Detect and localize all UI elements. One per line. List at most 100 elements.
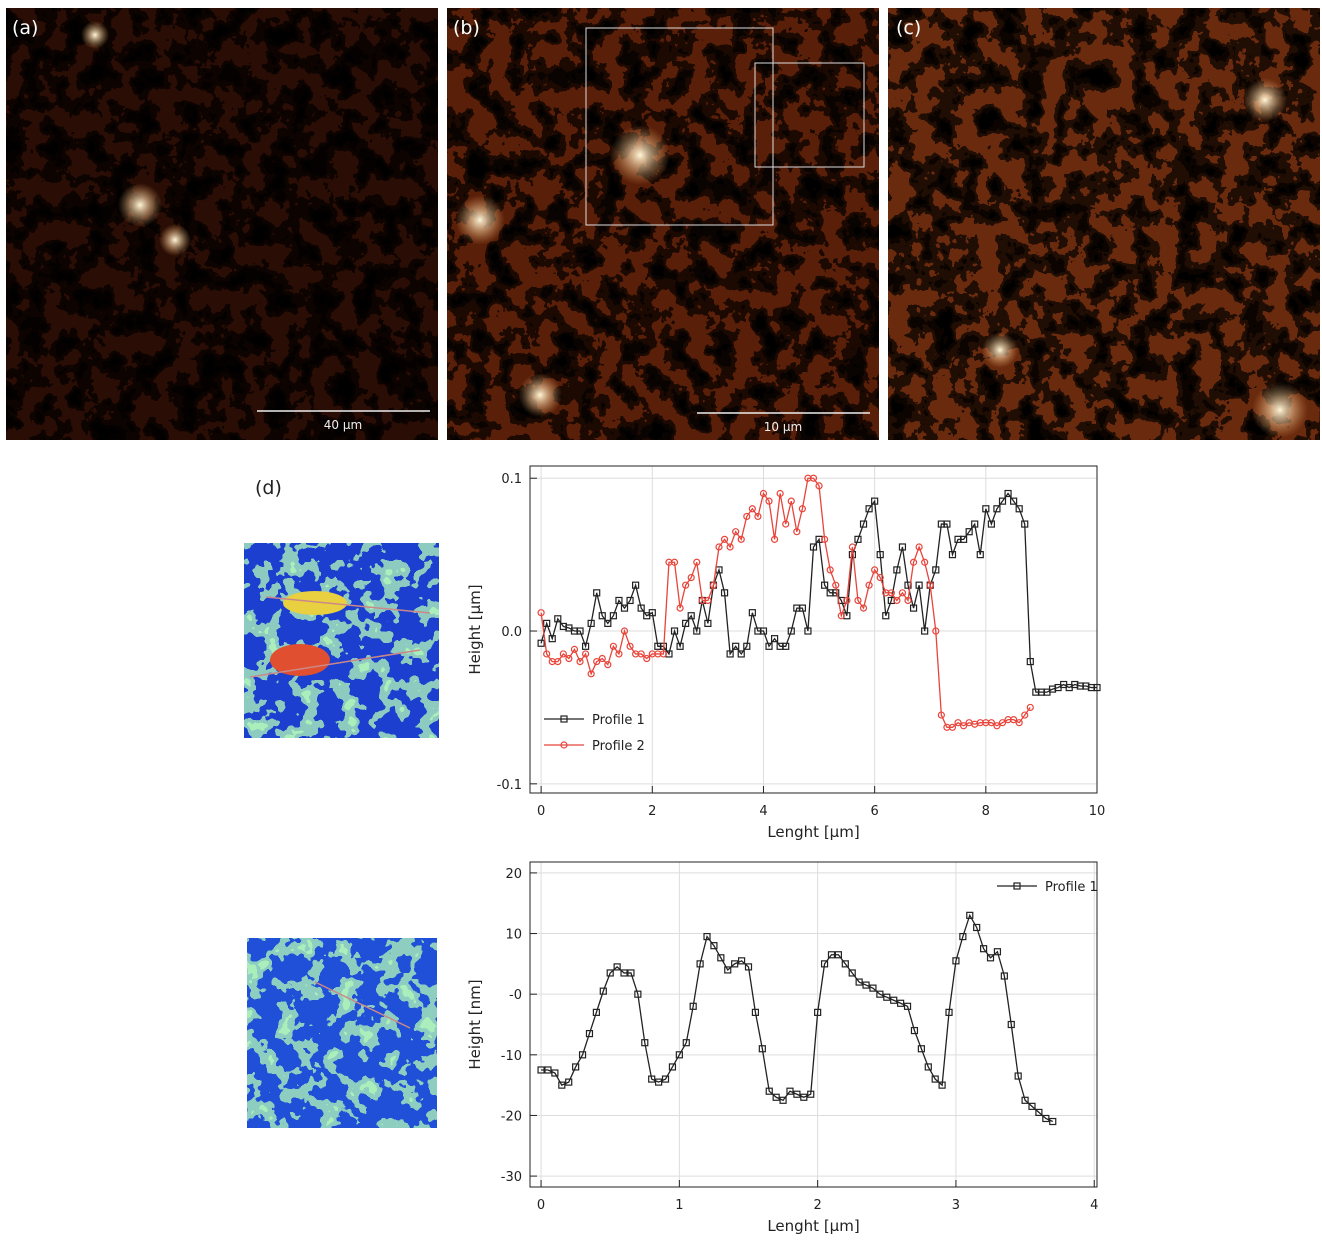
marker: [598, 654, 606, 663]
marker: [675, 1051, 683, 1059]
panel-label: (d): [255, 477, 282, 499]
marker: [565, 654, 573, 663]
marker: [986, 954, 995, 962]
afm-panel-c: (c): [888, 8, 1320, 440]
marker: [643, 654, 651, 663]
marker: [682, 581, 690, 589]
marker: [993, 948, 1002, 956]
marker: [827, 951, 836, 959]
marker: [537, 639, 545, 647]
marker: [848, 969, 856, 977]
marker: [862, 981, 870, 989]
marker: [724, 966, 732, 974]
marker: [897, 999, 905, 1007]
marker: [820, 960, 829, 968]
marker: [565, 1078, 573, 1086]
marker: [744, 963, 753, 971]
plot-frame: [529, 465, 1098, 794]
marker: [979, 945, 988, 953]
marker: [917, 1045, 925, 1053]
marker: [593, 657, 601, 666]
marker: [959, 932, 967, 941]
marker: [855, 978, 863, 986]
marker: [1015, 719, 1023, 727]
marker: [737, 650, 745, 658]
marker: [558, 1081, 566, 1089]
marker: [632, 581, 640, 589]
x-axis-label: Lenght [μm]: [767, 1217, 859, 1235]
marker: [841, 960, 849, 968]
marker: [710, 942, 718, 950]
marker: [882, 612, 890, 620]
marker: [765, 1087, 773, 1095]
marker: [676, 604, 684, 612]
marker: [626, 642, 634, 650]
marker: [748, 609, 756, 617]
marker: [703, 932, 711, 941]
y-tick-label: -10: [501, 1049, 522, 1064]
y-tick-label: -0: [509, 988, 522, 1003]
marker: [570, 645, 579, 653]
marker: [976, 551, 984, 559]
marker: [786, 1087, 794, 1095]
marker: [709, 581, 718, 589]
marker: [782, 520, 790, 528]
marker: [634, 990, 642, 998]
marker: [832, 581, 840, 589]
marker: [737, 535, 745, 543]
marker: [924, 1063, 932, 1071]
marker: [593, 589, 601, 597]
marker: [581, 642, 590, 650]
x-tick-label: 10: [1089, 804, 1106, 819]
x-tick-label: 6: [871, 804, 879, 819]
marker: [620, 604, 629, 612]
y-tick-label: 10: [505, 928, 522, 943]
marker: [798, 604, 806, 612]
legend-label: Profile 1: [592, 713, 645, 728]
marker: [637, 604, 645, 612]
marker: [560, 715, 568, 723]
y-axis-label: Height [nm]: [466, 979, 484, 1069]
marker: [615, 596, 623, 605]
marker: [921, 627, 929, 635]
marker: [1021, 711, 1029, 719]
x-axis-label: Lenght [μm]: [767, 823, 859, 841]
marker: [821, 535, 829, 543]
marker: [615, 650, 623, 658]
panel-label: (b): [453, 17, 480, 39]
x-tick-label: 0: [537, 804, 545, 819]
marker: [1093, 683, 1101, 692]
marker: [551, 1069, 559, 1077]
marker: [1021, 1096, 1029, 1104]
afm-panel-b: (b) 10 μm: [447, 8, 879, 440]
marker: [604, 619, 612, 627]
marker: [952, 957, 960, 965]
marker: [945, 1008, 953, 1016]
marker: [1049, 1117, 1057, 1126]
marker: [926, 581, 934, 589]
marker: [1010, 716, 1018, 724]
marker: [893, 596, 901, 605]
marker: [779, 1096, 787, 1104]
marker: [876, 990, 884, 998]
marker: [585, 1029, 594, 1038]
marker: [715, 543, 723, 551]
marker: [576, 627, 584, 635]
marker: [871, 497, 879, 505]
marker: [915, 543, 923, 551]
marker: [876, 551, 884, 559]
marker: [659, 650, 668, 658]
marker: [537, 609, 545, 617]
marker: [910, 1026, 919, 1035]
x-tick-label: 4: [1090, 1198, 1098, 1213]
marker: [537, 1066, 545, 1074]
marker: [966, 911, 974, 919]
marker: [854, 535, 862, 543]
marker: [843, 596, 851, 605]
marker: [770, 535, 779, 543]
legend-label: Profile 1: [1045, 880, 1098, 895]
marker: [687, 573, 695, 582]
marker: [871, 566, 879, 574]
marker: [743, 642, 751, 650]
